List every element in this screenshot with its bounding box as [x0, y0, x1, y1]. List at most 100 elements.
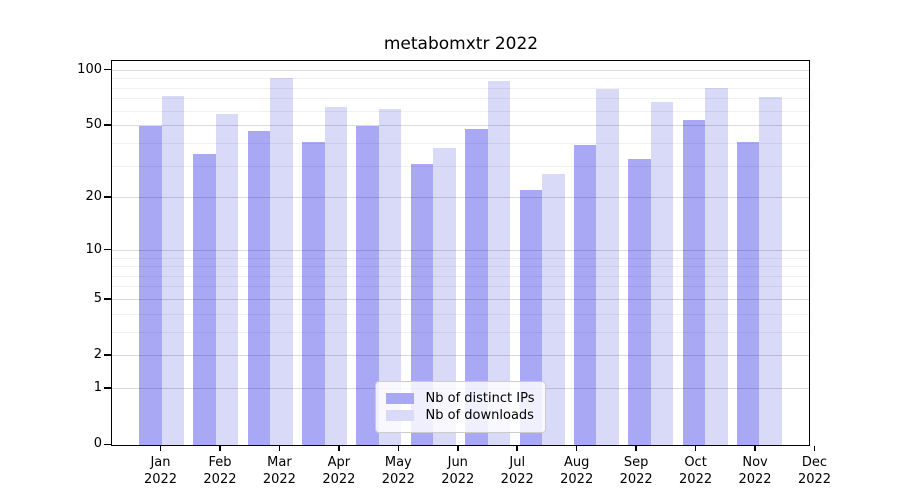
x-tick-mark-feb: [219, 446, 221, 451]
bar-distinct-ips-dec: [736, 141, 760, 445]
x-tick-feb: Feb 2022: [197, 446, 242, 488]
x-label-year: 2022: [619, 472, 653, 487]
x-tick-sep: Sep 2022: [614, 446, 659, 488]
legend-swatch-downloads: [385, 410, 414, 421]
x-tick-jun: Jun 2022: [435, 446, 480, 488]
bar-downloads-feb: [215, 113, 239, 445]
bar-downloads-mar: [270, 77, 293, 445]
y-tick-label-20: 20: [85, 189, 102, 205]
legend: Nb of distinct IPs Nb of downloads: [374, 381, 547, 433]
x-tick-mark-dec: [813, 446, 816, 451]
x-label-year: 2022: [500, 472, 534, 487]
bar-downloads-jul: [487, 80, 511, 445]
y-tick-label-10: 10: [85, 241, 102, 257]
legend-label-distinct-ips: Nb of distinct IPs: [425, 391, 535, 406]
y-tick-mark-1: [104, 387, 111, 389]
y-tick-mark-50: [104, 124, 111, 126]
bar-distinct-ips-sep: [573, 145, 597, 445]
x-tick-mark-sep: [635, 446, 637, 451]
y-tick-label-0: 0: [93, 436, 102, 452]
x-tick-mark-oct: [694, 446, 697, 451]
x-label-year: 2022: [381, 472, 415, 487]
x-label-month: Sep: [623, 455, 649, 470]
y-tick-label-50: 50: [85, 117, 102, 133]
legend-swatch-distinct-ips: [385, 393, 414, 404]
x-label-year: 2022: [441, 472, 475, 487]
legend-row-downloads: Nb of downloads: [385, 408, 535, 423]
x-label-month: Jun: [447, 455, 468, 470]
bars-container: [112, 61, 809, 445]
y-tick-label-5: 5: [93, 290, 102, 306]
x-tick-mar: Mar 2022: [257, 446, 302, 488]
bar-group-oct: [628, 102, 674, 445]
y-tick-label-1: 1: [93, 380, 102, 396]
x-tick-aug: Aug 2022: [554, 446, 599, 488]
x-tick-mark-mar: [278, 446, 281, 451]
x-label-year: 2022: [738, 472, 772, 487]
x-tick-oct: Oct 2022: [673, 446, 718, 488]
x-label-month: May: [384, 455, 412, 470]
x-label-year: 2022: [679, 472, 713, 487]
x-axis: Jan 2022 Feb 2022 Mar 2022 Apr 2022 May 2022 Jun 20…: [111, 446, 864, 488]
bar-group-mar: [247, 77, 293, 445]
x-label-month: Jan: [150, 455, 171, 470]
bar-downloads-oct: [650, 102, 674, 445]
bar-downloads-nov: [705, 88, 728, 445]
y-tick-label-100: 100: [77, 61, 102, 77]
x-tick-mark-may: [397, 446, 400, 451]
x-tick-mark-apr: [338, 446, 340, 451]
legend-label-downloads: Nb of downloads: [425, 408, 534, 423]
bar-distinct-ips-oct: [628, 158, 651, 445]
bar-distinct-ips-nov: [682, 119, 706, 445]
y-tick-mark-5: [104, 298, 111, 300]
bar-distinct-ips-feb: [193, 154, 216, 445]
x-label-month: Dec: [801, 455, 828, 470]
y-tick-mark-10: [104, 248, 111, 251]
bar-distinct-ips-jun: [410, 163, 434, 445]
y-tick-mark-2: [104, 354, 111, 356]
bar-downloads-sep: [596, 89, 619, 445]
legend-row-distinct-ips: Nb of distinct IPs: [385, 391, 535, 406]
x-label-year: 2022: [203, 472, 237, 487]
bar-distinct-ips-jan: [139, 125, 162, 445]
y-tick-mark-20: [104, 196, 111, 198]
bar-group-dec: [736, 96, 782, 445]
x-label-year: 2022: [262, 472, 296, 487]
x-label-month: Oct: [684, 455, 707, 470]
x-label-month: Feb: [208, 455, 232, 470]
bar-group-sep: [573, 89, 619, 445]
bar-downloads-apr: [324, 107, 348, 445]
bar-downloads-aug: [542, 174, 565, 445]
x-label-year: 2022: [143, 472, 178, 487]
bar-downloads-may: [378, 108, 402, 445]
bar-group-feb: [193, 113, 239, 445]
bar-distinct-ips-jul: [465, 128, 488, 445]
bar-distinct-ips-mar: [247, 130, 271, 445]
bar-group-apr: [302, 107, 348, 445]
y-tick-mark-0: [104, 443, 111, 446]
bar-downloads-jan: [161, 95, 184, 445]
x-tick-apr: Apr 2022: [316, 446, 361, 488]
bar-group-may: [356, 108, 402, 445]
bar-downloads-jun: [433, 147, 456, 445]
bar-downloads-dec: [759, 96, 782, 445]
x-label-month: Jul: [509, 455, 526, 470]
x-tick-mark-jan: [159, 446, 162, 451]
bar-group-jun: [410, 147, 456, 445]
x-label-month: Nov: [742, 455, 768, 470]
y-tick-mark-100: [104, 68, 111, 71]
plot-area: Nb of distinct IPs Nb of downloads: [111, 60, 810, 446]
x-label-year: 2022: [797, 472, 832, 487]
bar-distinct-ips-apr: [302, 141, 325, 445]
x-label-month: Aug: [563, 455, 590, 470]
x-tick-mark-jul: [516, 446, 519, 451]
x-tick-dec: Dec 2022: [792, 446, 837, 488]
x-tick-jan: Jan 2022: [138, 446, 183, 488]
x-label-month: Mar: [267, 455, 292, 470]
bar-distinct-ips-may: [356, 125, 379, 445]
y-tick-label-2: 2: [93, 347, 102, 363]
x-tick-may: May 2022: [376, 446, 421, 488]
x-label-month: Apr: [327, 455, 351, 470]
chart-title: metabomxtr 2022: [383, 34, 539, 54]
